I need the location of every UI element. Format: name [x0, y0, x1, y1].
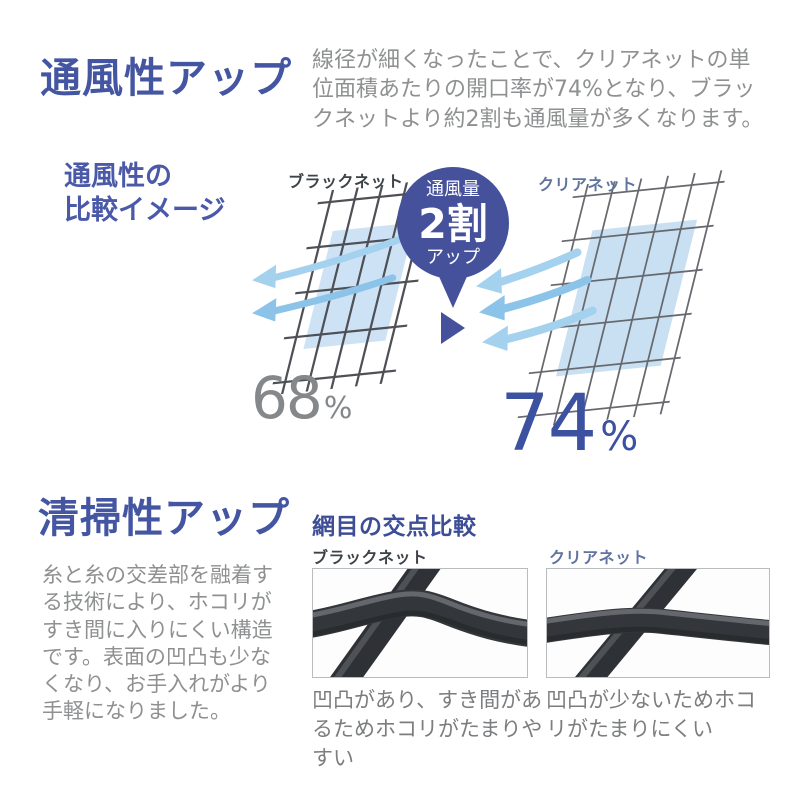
wind-arrow-icon [252, 274, 397, 322]
clear-net-open-area-value: 74% [500, 385, 638, 463]
black-net-caption: 凹凸があり、すき間があ るためホコリがたまりや すい [312, 688, 543, 770]
wind-arrow-icon [482, 306, 597, 351]
clear-net-label-top: クリアネット [538, 175, 638, 194]
clear-net-percent-number: 74 [500, 379, 597, 469]
black-net-percent-number: 68 [251, 364, 323, 432]
airflow-comparison-graphic [252, 167, 725, 429]
clear-net-fiber-graphic [547, 569, 769, 677]
clear-net-crosspoint-photo [546, 568, 770, 678]
wind-arrow-icon [479, 275, 592, 321]
black-net-fiber-graphic [313, 569, 527, 677]
ventilation-diagram-label: 通風性の 比較イメージ [64, 161, 226, 226]
ventilation-comparison-diagram: ブラックネット クリアネット 通風量 2割 アップ 68% 74% [0, 150, 800, 485]
wind-arrow-icon [476, 248, 582, 294]
black-net-wind-arrows [252, 235, 404, 322]
ventilation-section-title: 通風性アップ [40, 54, 292, 102]
black-net-open-area-value: 68% [251, 369, 352, 427]
black-net-label-top: ブラックネット [288, 172, 404, 191]
mesh-crosspoint-heading: 網目の交点比較 [312, 514, 477, 540]
badge-line-2: 2割 [418, 199, 488, 248]
badge-line-1: 通風量 [426, 179, 480, 200]
black-net-label-bottom: ブラックネット [312, 548, 428, 567]
ventilation-description: 線径が細くなったことで、クリアネットの単 位面積あたりの開口率が74%となり、ブ… [312, 48, 764, 132]
airflow-badge-text: 通風量 2割 アップ [394, 179, 512, 270]
cleaning-description: 糸と糸の交差部を融着す る技術により、ホコリが すき間に入りにくい構造 です。表… [42, 563, 273, 724]
badge-line-3: アップ [426, 247, 480, 269]
airflow-badge-bubble [397, 167, 509, 308]
clear-net-percent-unit: % [600, 414, 639, 460]
clear-net-mesh-icon [517, 170, 725, 429]
wind-arrow-icon [252, 235, 404, 289]
clear-net-caption: 凹凸が少ないためホコ リがたまりにくい [546, 688, 756, 741]
black-net-percent-unit: % [323, 391, 353, 426]
arrow-right-icon [441, 312, 465, 344]
clear-net-label-bottom: クリアネット [549, 548, 649, 567]
clear-net-wind-arrows [476, 248, 597, 351]
cleaning-section-title: 清掃性アップ [38, 494, 290, 542]
black-net-crosspoint-photo [312, 568, 528, 678]
